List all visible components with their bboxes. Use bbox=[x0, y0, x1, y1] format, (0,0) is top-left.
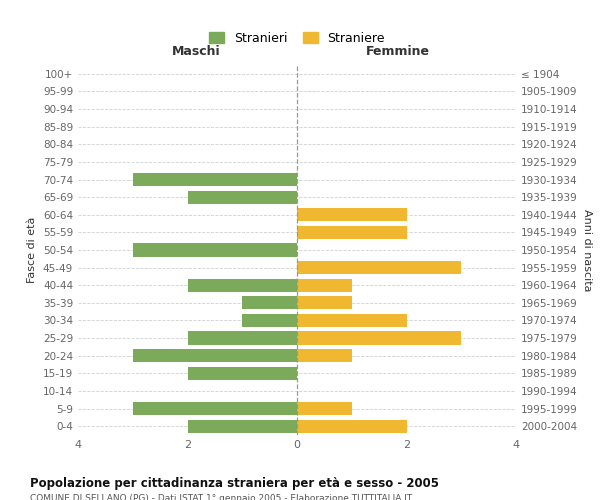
Bar bbox=[297, 208, 407, 222]
Bar bbox=[133, 173, 297, 186]
Bar bbox=[297, 420, 407, 433]
Bar bbox=[297, 314, 407, 327]
Text: Maschi: Maschi bbox=[172, 44, 221, 58]
Bar bbox=[297, 332, 461, 344]
Bar bbox=[187, 420, 297, 433]
Bar bbox=[297, 261, 461, 274]
Bar bbox=[297, 278, 352, 292]
Bar bbox=[187, 332, 297, 344]
Bar bbox=[187, 190, 297, 204]
Bar bbox=[133, 244, 297, 256]
Bar bbox=[297, 402, 352, 415]
Bar bbox=[133, 402, 297, 415]
Text: Popolazione per cittadinanza straniera per età e sesso - 2005: Popolazione per cittadinanza straniera p… bbox=[30, 478, 439, 490]
Legend: Stranieri, Straniere: Stranieri, Straniere bbox=[204, 27, 390, 50]
Bar bbox=[242, 314, 297, 327]
Bar bbox=[242, 296, 297, 310]
Bar bbox=[187, 366, 297, 380]
Text: COMUNE DI SELLANO (PG) - Dati ISTAT 1° gennaio 2005 - Elaborazione TUTTITALIA.IT: COMUNE DI SELLANO (PG) - Dati ISTAT 1° g… bbox=[30, 494, 412, 500]
Bar bbox=[187, 278, 297, 292]
Y-axis label: Fasce di età: Fasce di età bbox=[28, 217, 37, 283]
Bar bbox=[133, 349, 297, 362]
Bar bbox=[297, 349, 352, 362]
Bar bbox=[297, 296, 352, 310]
Text: Femmine: Femmine bbox=[366, 44, 430, 58]
Bar bbox=[297, 226, 407, 239]
Y-axis label: Anni di nascita: Anni di nascita bbox=[581, 209, 592, 291]
